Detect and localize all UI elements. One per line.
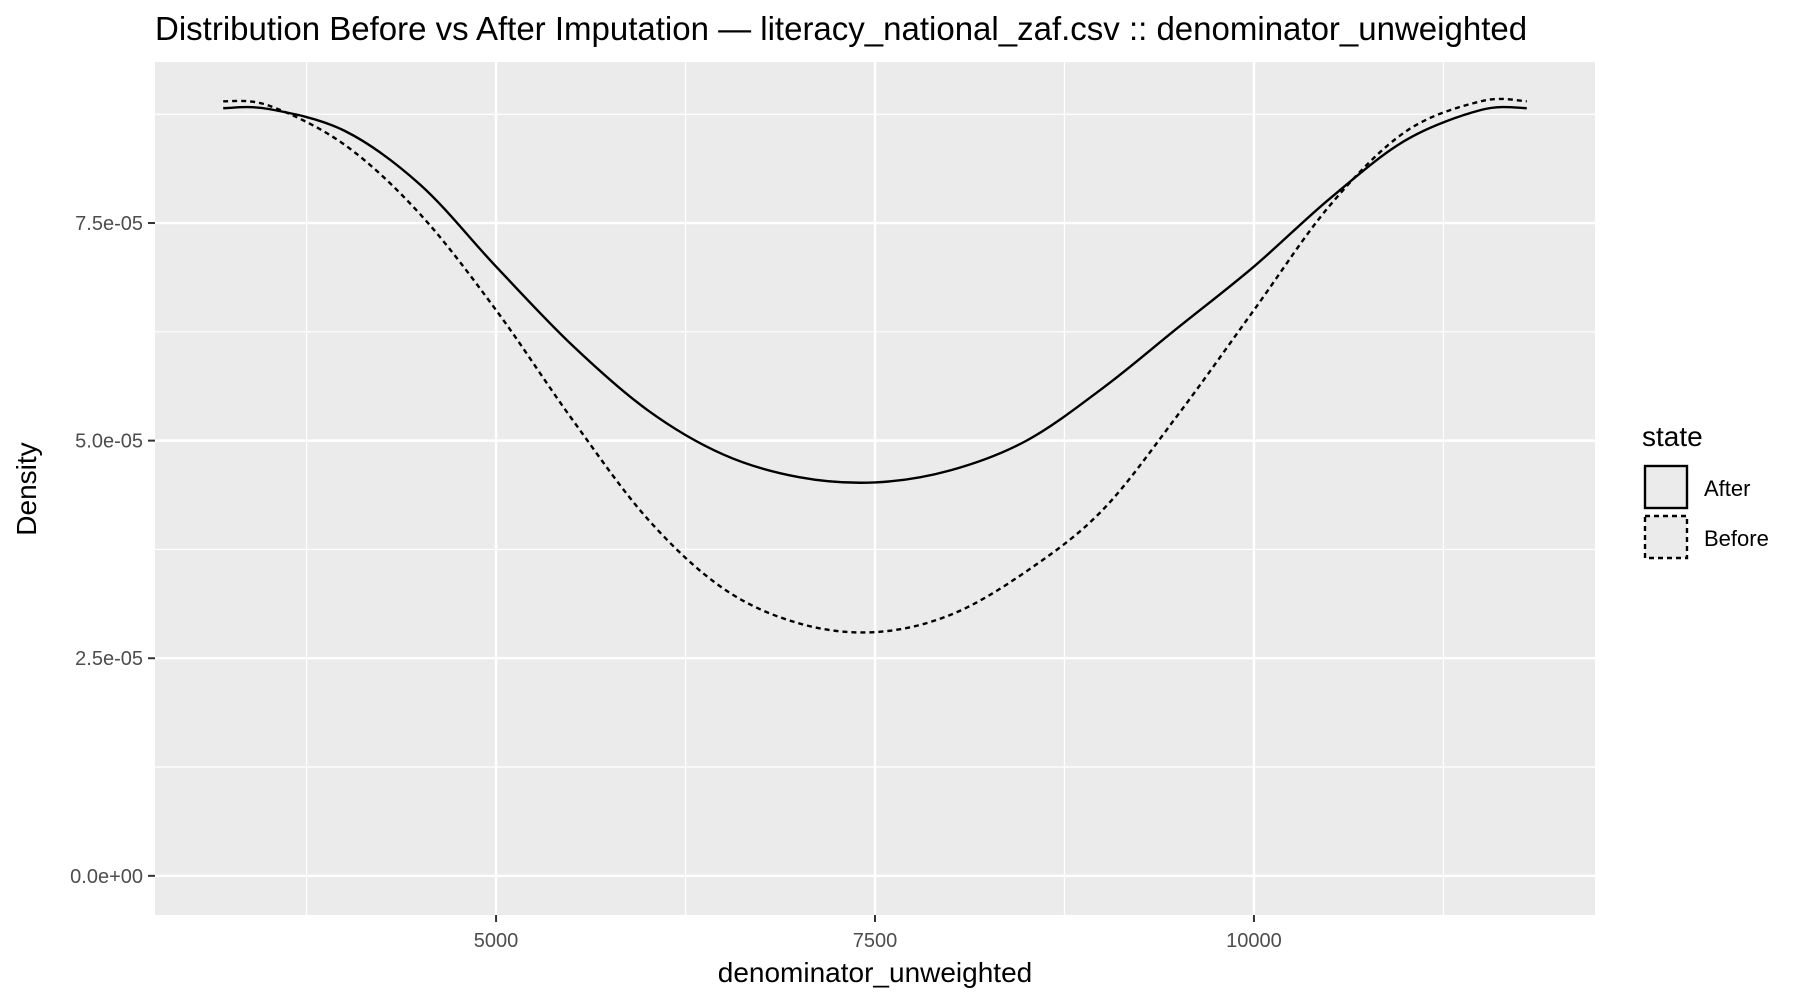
legend-item-after: After — [1643, 464, 1750, 510]
x-tick-label-10000: 10000 — [1226, 930, 1282, 952]
y-axis-title: Density — [11, 442, 42, 535]
legend-item-before: Before — [1643, 514, 1769, 560]
y-tick-label-5.0e-05: 5.0e-05 — [75, 431, 143, 453]
legend-key-before — [1643, 514, 1689, 560]
grid-major — [155, 62, 1595, 915]
x-tick-label-7500: 7500 — [853, 930, 898, 952]
series-line-before — [223, 97, 1527, 634]
legend: state After Before — [1642, 421, 1769, 560]
y-axis: 0.0e+00 2.5e-05 5.0e-05 7.5e-05 — [70, 213, 155, 888]
y-tick-label-0.0e+00: 0.0e+00 — [70, 866, 143, 888]
legend-label-after: After — [1704, 476, 1750, 501]
legend-title: state — [1642, 421, 1703, 452]
x-axis-title: denominator_unweighted — [718, 957, 1032, 988]
x-tick-label-5000: 5000 — [474, 930, 519, 952]
x-axis: 5000 7500 10000 — [474, 915, 1282, 952]
chart-title: Distribution Before vs After Imputation … — [155, 10, 1527, 47]
y-tick-label-7.5e-05: 7.5e-05 — [75, 213, 143, 235]
series-layer — [223, 97, 1527, 634]
y-tick-label-2.5e-05: 2.5e-05 — [75, 648, 143, 670]
legend-label-before: Before — [1704, 526, 1769, 551]
series-line-after — [223, 105, 1527, 484]
legend-key-after — [1643, 464, 1689, 510]
